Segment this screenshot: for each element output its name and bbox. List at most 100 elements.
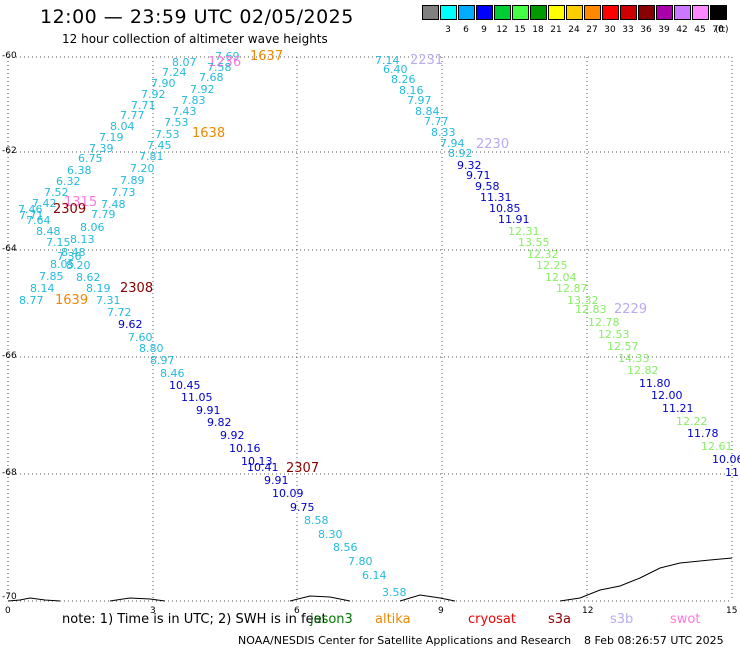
color-swatch bbox=[530, 5, 547, 20]
color-scale-label: 70 bbox=[712, 25, 724, 35]
latitude-tick-label: -70 bbox=[2, 592, 17, 602]
wave-height-label: 7.89 bbox=[120, 174, 145, 187]
wave-height-label: 6.75 bbox=[78, 152, 103, 165]
wave-height-label: 6.38 bbox=[67, 164, 92, 177]
wave-height-label: 7.43 bbox=[172, 105, 197, 118]
wave-height-label: 8.80 bbox=[139, 342, 164, 355]
wave-height-label: 8.46 bbox=[160, 367, 185, 380]
wave-height-label: 8.14 bbox=[30, 282, 55, 295]
wave-height-label: 10.45 bbox=[169, 379, 201, 392]
wave-height-label: 7.85 bbox=[39, 270, 64, 283]
wave-height-label: 3.58 bbox=[382, 586, 407, 599]
wave-height-label: 9.75 bbox=[290, 501, 315, 514]
wave-height-label: 7.79 bbox=[91, 208, 116, 221]
wave-height-label: 8.26 bbox=[391, 73, 416, 86]
color-swatch bbox=[692, 5, 709, 20]
chart-title: 12:00 — 23:59 UTC 02/05/2025 bbox=[40, 6, 354, 28]
wave-height-label: 7.24 bbox=[162, 66, 187, 79]
wave-height-label: 8.04 bbox=[110, 120, 135, 133]
wave-height-label: 7.92 bbox=[190, 83, 215, 96]
wave-height-label: 8.62 bbox=[76, 271, 101, 284]
satellite-legend-item: s3a bbox=[548, 612, 572, 627]
color-scale-label: 12 bbox=[496, 25, 508, 35]
satellite-legend-item: swot bbox=[670, 612, 701, 627]
wave-height-label: 9.62 bbox=[118, 318, 143, 331]
latitude-tick-label: -66 bbox=[2, 351, 17, 361]
color-swatch bbox=[566, 5, 583, 20]
wave-height-label: 7.72 bbox=[107, 306, 132, 319]
wave-height-label: 8.06 bbox=[80, 221, 105, 234]
longitude-tick-label: 15 bbox=[726, 606, 738, 616]
wave-height-label: 9.91 bbox=[196, 404, 221, 417]
wave-height-label: 11.31 bbox=[480, 191, 512, 204]
chart-subtitle: 12 hour collection of altimeter wave hei… bbox=[62, 32, 328, 46]
color-scale-label: 42 bbox=[676, 25, 688, 35]
wave-height-label: 7.53 bbox=[164, 116, 189, 129]
wave-height-label: 10.85 bbox=[489, 202, 521, 215]
color-scale-label: 3 bbox=[445, 25, 451, 35]
wave-height-label: 7.20 bbox=[130, 162, 155, 175]
longitude-tick-label: 3 bbox=[150, 606, 156, 616]
pass-time-label: 1637 bbox=[250, 49, 283, 64]
color-scale-label: 6 bbox=[463, 25, 469, 35]
wave-height-label: 10.13 bbox=[241, 455, 273, 468]
wave-height-label: 7.77 bbox=[120, 109, 145, 122]
wave-height-label: 10.09 bbox=[272, 487, 304, 500]
color-scale-label: 21 bbox=[550, 25, 562, 35]
wave-height-label: 14.33 bbox=[618, 352, 650, 365]
wave-height-label: 8.33 bbox=[431, 126, 456, 139]
pass-time-label: 1638 bbox=[192, 126, 225, 141]
color-swatch bbox=[656, 5, 673, 20]
wave-height-label: 7.71 bbox=[19, 209, 44, 222]
wave-height-label: 7.80 bbox=[348, 555, 373, 568]
latitude-tick-label: -62 bbox=[2, 146, 17, 156]
wave-height-label: 7.53 bbox=[155, 128, 180, 141]
wave-height-label: 8.92 bbox=[448, 147, 473, 160]
wave-height-label: 12.32 bbox=[527, 248, 559, 261]
wave-height-label: 10.06 bbox=[712, 453, 740, 466]
footer-note: note: 1) Time is in UTC; 2) SWH is in fe… bbox=[62, 612, 327, 627]
wave-height-label: 11.80 bbox=[639, 377, 671, 390]
wave-height-label: 8.20 bbox=[66, 259, 91, 272]
wave-height-label: 7.71 bbox=[131, 99, 156, 112]
wave-height-label: 7.92 bbox=[141, 88, 166, 101]
wave-height-label: 10.41 bbox=[247, 461, 279, 474]
pass-time-label: 2307 bbox=[286, 461, 319, 476]
longitude-tick-label: 6 bbox=[294, 606, 300, 616]
longitude-tick-label: 9 bbox=[438, 606, 444, 616]
wave-height-label: 11.91 bbox=[498, 213, 530, 226]
color-scale-label: 45 bbox=[694, 25, 706, 35]
wave-height-label: 8.07 bbox=[172, 56, 197, 69]
wave-height-label: 7.46 bbox=[18, 203, 43, 216]
pass-time-label: 2308 bbox=[120, 281, 153, 296]
wave-height-label: 8.48 bbox=[36, 225, 61, 238]
wave-height-label: 7.45 bbox=[147, 139, 172, 152]
wave-height-label: 12.78 bbox=[588, 316, 620, 329]
wave-height-label: 12.22 bbox=[676, 415, 708, 428]
wave-height-label: 11.78 bbox=[687, 427, 719, 440]
wave-height-label: 12.83 bbox=[575, 303, 607, 316]
color-scale-label: 18 bbox=[532, 25, 544, 35]
wave-height-label: 9.32 bbox=[457, 159, 482, 172]
wave-height-label: 8.97 bbox=[150, 354, 175, 367]
pass-time-label: 2309 bbox=[53, 202, 86, 217]
wave-height-label: 8.05 bbox=[50, 258, 75, 271]
wave-height-label: 10.16 bbox=[229, 442, 261, 455]
color-scale-unit: (ft) bbox=[715, 25, 729, 35]
pass-time-label: 1315 bbox=[64, 195, 97, 210]
color-swatch bbox=[458, 5, 475, 20]
wave-height-label: 7.73 bbox=[111, 186, 136, 199]
color-scale-label: 24 bbox=[568, 25, 580, 35]
wave-height-label: 12.82 bbox=[627, 364, 659, 377]
wave-height-label: 6.32 bbox=[56, 175, 81, 188]
color-scale-label: 39 bbox=[658, 25, 670, 35]
wave-height-label: 9.92 bbox=[220, 429, 245, 442]
wave-height-label: 7.58 bbox=[207, 61, 232, 74]
lat-lon-grid bbox=[7, 56, 733, 602]
wave-height-label: 7.60 bbox=[128, 331, 153, 344]
pass-time-label: 2231 bbox=[410, 53, 443, 68]
pass-time-label: 1639 bbox=[55, 293, 88, 308]
satellite-legend-item: s3b bbox=[610, 612, 634, 627]
wave-height-label: 7.97 bbox=[407, 94, 432, 107]
